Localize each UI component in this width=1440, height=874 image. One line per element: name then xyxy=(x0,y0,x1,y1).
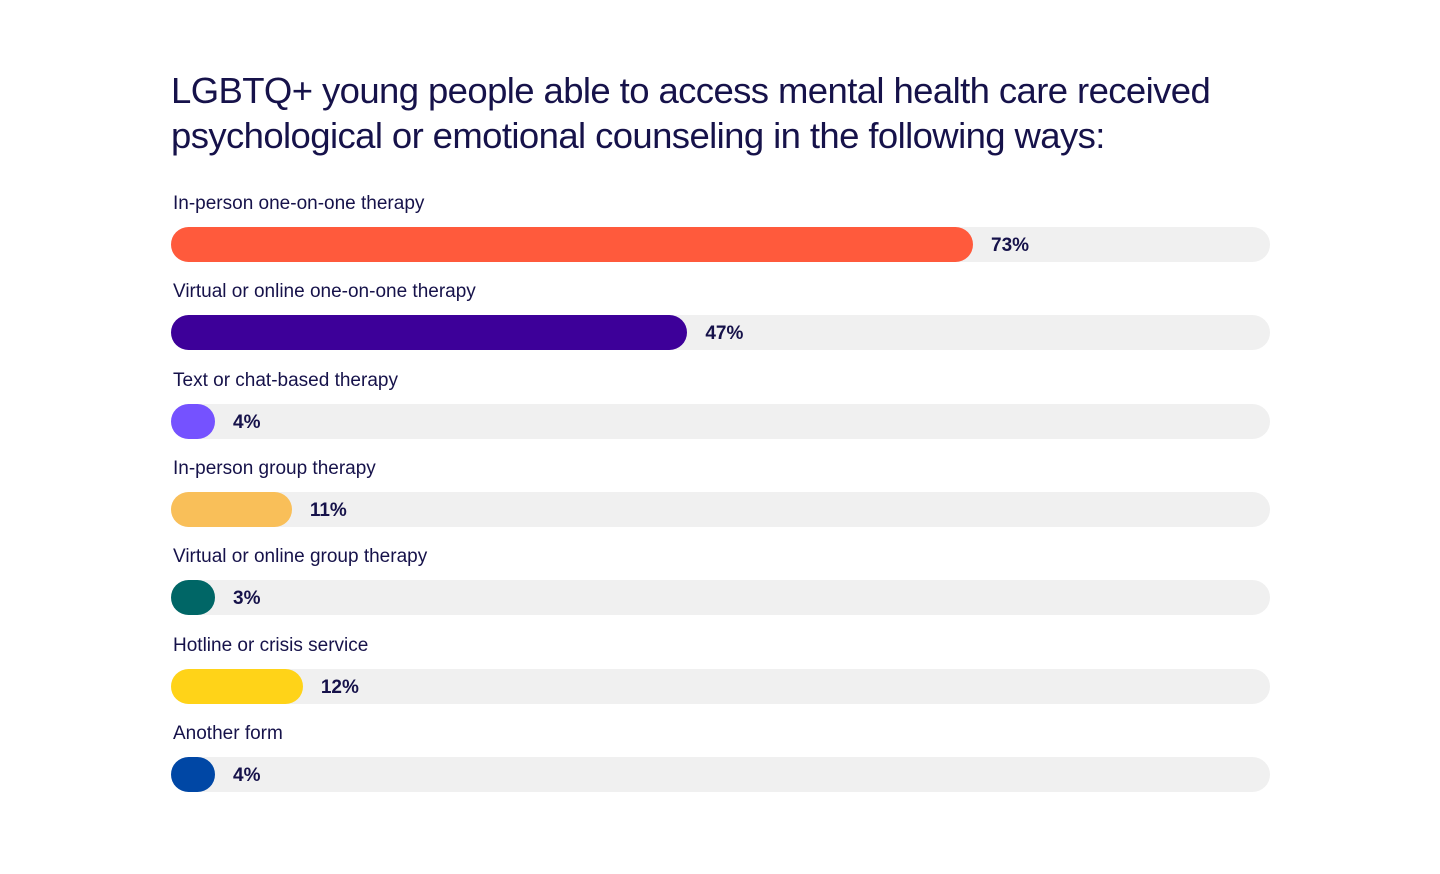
category-label: Virtual or online group therapy xyxy=(173,546,428,568)
chart-title-line-1: LGBTQ+ young people able to access menta… xyxy=(171,70,1211,111)
bar-track: 73% xyxy=(171,227,1270,262)
category-label: In-person one-on-one therapy xyxy=(173,193,425,214)
value-label: 4% xyxy=(233,411,261,433)
chart-title: LGBTQ+ young people able to access menta… xyxy=(171,68,1270,158)
value-label: 12% xyxy=(320,676,359,698)
category-label: Hotline or crisis service xyxy=(173,634,369,656)
bar-track: 11% xyxy=(171,491,1270,527)
bar xyxy=(171,668,303,704)
value-label: 4% xyxy=(233,764,261,786)
bar-track: 4% xyxy=(171,756,1270,792)
value-label: 11% xyxy=(309,499,347,521)
bar-row: Another form 4% xyxy=(171,722,1270,794)
bar-row: In-person group therapy 11% xyxy=(171,457,1270,529)
chart: LGBTQ+ young people able to access menta… xyxy=(171,68,1270,792)
bar xyxy=(171,403,215,439)
category-label: Text or chat-based therapy xyxy=(173,369,398,391)
bar-row: Text or chat-based therapy 4% xyxy=(171,369,1270,441)
bar-row: In-person one-on-one therapy 73% xyxy=(171,192,1270,264)
bar-row: Hotline or crisis service 12% xyxy=(171,634,1270,706)
bar xyxy=(171,315,688,351)
category-label: Virtual or online one-on-one therapy xyxy=(173,281,476,303)
bar-track: 47% xyxy=(171,315,1270,351)
bar xyxy=(171,580,215,616)
bar xyxy=(171,227,973,262)
category-label: In-person group therapy xyxy=(173,457,376,479)
bar-row: Virtual or online group therapy 3% xyxy=(171,545,1270,617)
bar-track: 3% xyxy=(171,580,1270,616)
chart-title-line-2: psychological or emotional counseling in… xyxy=(171,115,1105,156)
bar-row: Virtual or online one-on-one therapy 47% xyxy=(171,280,1270,352)
bar xyxy=(171,491,292,527)
bar xyxy=(171,756,215,792)
value-label: 47% xyxy=(705,323,744,345)
value-label: 3% xyxy=(233,588,261,610)
value-label: 73% xyxy=(991,235,1030,256)
category-label: Another form xyxy=(173,722,283,744)
bar-track: 4% xyxy=(171,403,1270,439)
bar-track: 12% xyxy=(171,668,1270,704)
